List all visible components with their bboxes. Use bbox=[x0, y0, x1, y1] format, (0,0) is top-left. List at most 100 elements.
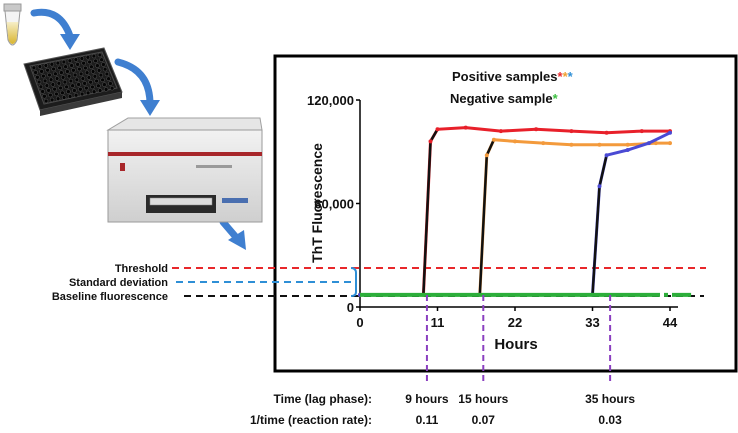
series-point bbox=[435, 127, 440, 132]
legend-star-red: * bbox=[558, 69, 564, 84]
x-tick-label: 44 bbox=[663, 315, 678, 330]
microplate-well bbox=[68, 78, 74, 84]
microplate-well bbox=[85, 55, 91, 60]
x-tick-label: 33 bbox=[585, 315, 599, 330]
series-point bbox=[534, 127, 539, 132]
microplate-well bbox=[61, 95, 67, 100]
microplate-well bbox=[46, 88, 51, 93]
microplate-well bbox=[82, 81, 87, 86]
microplate-well bbox=[63, 64, 68, 69]
microplate-well bbox=[67, 94, 73, 99]
microplate-well bbox=[90, 69, 96, 74]
series-point bbox=[604, 153, 609, 158]
microplate-well bbox=[78, 71, 84, 77]
microplate-well bbox=[55, 60, 61, 66]
microplate-well bbox=[55, 96, 61, 101]
microplate-well bbox=[54, 91, 59, 97]
legend-positive-label: Positive samples bbox=[452, 69, 558, 84]
chart-frame bbox=[273, 54, 738, 373]
microplate-well bbox=[109, 85, 115, 91]
microplate-well bbox=[41, 73, 46, 79]
microplate-well bbox=[60, 90, 65, 96]
microplate-well bbox=[87, 59, 92, 65]
microplate-well bbox=[43, 98, 49, 104]
microplate-well bbox=[73, 57, 79, 62]
x-tick-label: 22 bbox=[508, 315, 522, 330]
series-point bbox=[597, 142, 602, 147]
microplate-well bbox=[91, 53, 97, 59]
bottom-values: 9 hours 0.11 15 hours 0.07 35 hours 0.03 bbox=[405, 392, 635, 427]
microplate-well bbox=[101, 62, 106, 67]
microplate-well bbox=[36, 79, 42, 85]
microplate-well bbox=[48, 77, 54, 82]
y-ticks: 0 60,000 120,000 bbox=[307, 93, 360, 315]
microplate-well bbox=[70, 83, 75, 88]
microplate-well bbox=[84, 85, 89, 91]
microplate-well bbox=[97, 52, 103, 58]
microplate-well bbox=[78, 87, 83, 92]
microplate-well bbox=[42, 78, 48, 84]
series-point bbox=[604, 130, 609, 135]
arrow-heads bbox=[60, 34, 246, 250]
microplate-well bbox=[71, 68, 76, 73]
microplate-well bbox=[73, 92, 79, 98]
lag-time-value: 15 hours bbox=[458, 392, 508, 406]
microplate-well bbox=[31, 65, 37, 71]
series-point bbox=[646, 141, 651, 146]
series-point bbox=[639, 129, 644, 134]
microplate-well bbox=[61, 59, 67, 65]
microplate-well bbox=[102, 66, 108, 72]
microplate-well bbox=[80, 76, 86, 81]
legend-negative-label: Negative sample bbox=[450, 91, 553, 106]
microplate-well bbox=[103, 87, 109, 92]
microplate-well bbox=[66, 89, 71, 94]
microplate-well bbox=[65, 69, 70, 74]
microplate-well bbox=[93, 58, 98, 64]
microplate-well bbox=[60, 75, 66, 80]
microplate-well bbox=[97, 88, 103, 93]
microplate-well bbox=[66, 73, 72, 79]
microplate-well bbox=[92, 74, 98, 79]
series-point bbox=[653, 141, 658, 146]
microplate-well bbox=[43, 63, 49, 68]
microplate-well bbox=[49, 97, 55, 103]
microplate-well bbox=[98, 72, 104, 78]
legend-star-blue: * bbox=[568, 69, 574, 84]
microplate-wells bbox=[31, 52, 115, 104]
series-point bbox=[625, 148, 630, 152]
microplate-well bbox=[96, 68, 102, 73]
microplate-well bbox=[88, 79, 93, 85]
microplate-well bbox=[86, 75, 92, 80]
microplate-well bbox=[84, 70, 90, 75]
microplate-well bbox=[54, 76, 60, 81]
microplate-well bbox=[62, 79, 68, 85]
microplate-well bbox=[72, 72, 78, 78]
microplate-well bbox=[49, 62, 55, 67]
microplate-well bbox=[48, 92, 53, 98]
microplate-well bbox=[38, 84, 44, 90]
microplate-well bbox=[44, 83, 50, 88]
microplate-well bbox=[104, 71, 110, 77]
std-dev-label: Standard deviation bbox=[69, 277, 168, 289]
microplate-well bbox=[108, 81, 113, 86]
microplate-well bbox=[91, 89, 97, 94]
sample-tube-icon bbox=[3, 3, 22, 46]
microplate-well bbox=[83, 65, 88, 71]
microplate-well bbox=[40, 89, 45, 94]
microplate-well bbox=[64, 84, 69, 90]
rate-value: 0.03 bbox=[598, 413, 622, 427]
series-point bbox=[491, 137, 496, 142]
x-axis-title: Hours bbox=[494, 336, 537, 353]
microplate-well bbox=[77, 66, 82, 72]
std-dev-bracket bbox=[350, 267, 357, 297]
microplate-well bbox=[79, 91, 85, 97]
rate-value: 0.11 bbox=[416, 413, 439, 427]
microplate-well bbox=[58, 85, 63, 91]
series-point bbox=[668, 141, 672, 146]
threshold-label: Threshold bbox=[115, 263, 168, 275]
microplate-well bbox=[56, 81, 62, 86]
series-point bbox=[625, 142, 630, 147]
y-tick-label: 120,000 bbox=[307, 93, 354, 108]
microplate-well bbox=[51, 66, 56, 72]
